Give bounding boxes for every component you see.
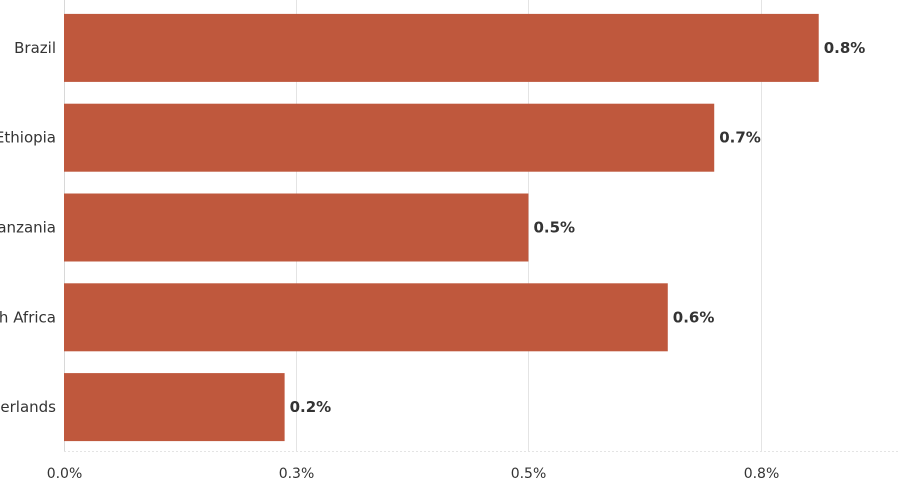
category-label: Netherlands [0,398,56,416]
data-label: 0.8% [824,39,866,57]
bar [64,373,285,442]
x-tick-label: 0.8% [744,466,780,482]
bar [64,103,715,172]
category-label: Brazil [14,39,56,57]
bar [64,283,668,352]
data-label: 0.7% [719,129,761,147]
data-label: 0.5% [533,219,575,237]
x-axis-tick-labels: 0.0% 0.3% 0.5% 0.8% [47,466,780,482]
bar [64,193,529,262]
data-labels: 0.8% 0.7% 0.5% 0.6% 0.2% [290,39,866,416]
data-label: 0.6% [673,308,715,326]
bar [64,13,819,82]
category-label: Tanzania [0,219,56,237]
data-label: 0.2% [290,398,332,416]
x-tick-label: 0.3% [279,466,315,482]
category-labels: Brazil Ethiopia Tanzania South Africa Nether… [0,39,56,416]
category-label: South Africa [0,308,56,326]
bars [64,13,819,442]
x-tick-label: 0.5% [511,466,547,482]
x-tick-label: 0.0% [47,466,83,482]
category-label: Ethiopia [0,129,56,147]
